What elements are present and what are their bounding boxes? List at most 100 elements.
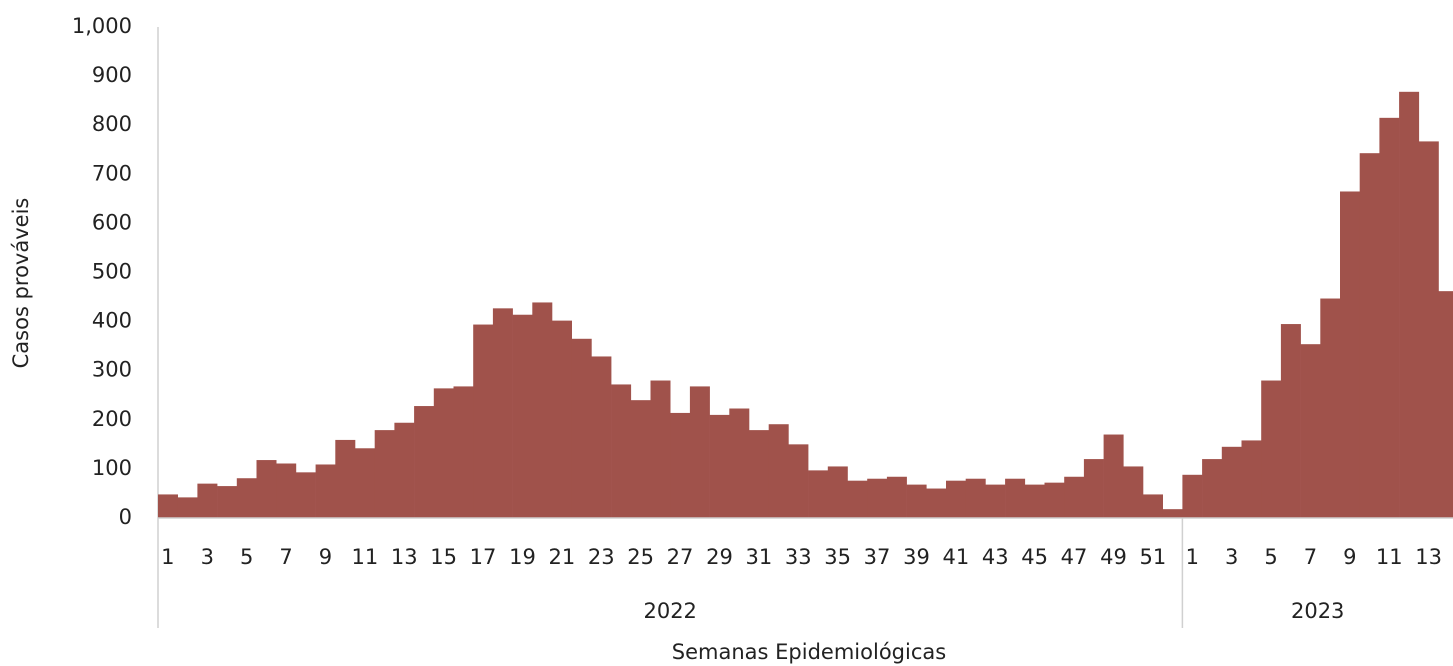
- y-tick-label: 0: [119, 505, 132, 529]
- bar: [1103, 434, 1124, 518]
- bar: [315, 464, 336, 518]
- bar: [630, 400, 651, 518]
- x-tick-label: 17: [470, 545, 497, 569]
- x-tick-label: 41: [942, 545, 969, 569]
- y-tick-label: 700: [92, 161, 132, 185]
- x-tick-label: 11: [351, 545, 378, 569]
- bar: [926, 488, 947, 518]
- bar: [1379, 117, 1400, 519]
- x-tick-label: 3: [201, 545, 214, 569]
- x-tick-label: 29: [706, 545, 733, 569]
- y-tick-label: 800: [92, 112, 132, 136]
- x-tick-label: 21: [548, 545, 575, 569]
- x-tick-label: 7: [279, 545, 292, 569]
- bar: [1221, 446, 1242, 518]
- x-tick-label: 5: [240, 545, 253, 569]
- bar: [847, 480, 868, 518]
- bar: [1340, 191, 1360, 519]
- y-tick-label: 1,000: [72, 14, 132, 38]
- bar: [886, 476, 907, 518]
- x-tick-label: 23: [588, 545, 615, 569]
- bar: [1202, 459, 1223, 518]
- bar: [1359, 153, 1380, 518]
- bar: [1182, 474, 1203, 518]
- x-tick-label: 45: [1021, 545, 1048, 569]
- y-tick-label: 100: [92, 456, 132, 480]
- bar: [355, 448, 375, 518]
- x-tick-label: 39: [903, 545, 930, 569]
- bar: [276, 463, 297, 518]
- bar: [1300, 344, 1321, 518]
- x-tick-label: 9: [319, 545, 332, 569]
- bar: [177, 497, 198, 518]
- x-tick-label: 27: [667, 545, 694, 569]
- x-tick-label: 47: [1061, 545, 1088, 569]
- x-tick-label: 33: [785, 545, 812, 569]
- x-tick-label: 1: [1186, 545, 1199, 569]
- x-tick-label: 51: [1139, 545, 1166, 569]
- bar: [1399, 91, 1420, 518]
- bar: [453, 386, 474, 518]
- bar: [394, 422, 415, 518]
- group-label: 2022: [643, 599, 696, 623]
- bar: [158, 494, 178, 518]
- bar: [650, 380, 671, 518]
- bar: [1241, 440, 1262, 518]
- bar: [1083, 459, 1104, 518]
- y-axis-title: Casos prováveis: [9, 198, 33, 369]
- bar: [552, 320, 572, 518]
- bar: [867, 478, 888, 518]
- bar: [571, 338, 592, 518]
- bar: [217, 486, 238, 518]
- bar: [1320, 298, 1341, 518]
- bar: [808, 470, 829, 518]
- x-tick-label: 37: [864, 545, 891, 569]
- x-tick-label: 3: [1225, 545, 1238, 569]
- x-tick-label: 7: [1304, 545, 1317, 569]
- bar: [295, 472, 316, 518]
- bar: [729, 408, 750, 518]
- x-tick-label: 13: [1415, 545, 1442, 569]
- y-tick-label: 300: [92, 358, 132, 382]
- group-label: 2023: [1291, 599, 1344, 623]
- bar: [197, 483, 218, 518]
- bar: [709, 414, 730, 518]
- bar: [1123, 466, 1144, 518]
- bar: [236, 478, 257, 518]
- x-axis-title: Semanas Epidemiológicas: [672, 640, 946, 664]
- bar: [749, 430, 769, 518]
- bar: [906, 484, 927, 518]
- bar: [1024, 484, 1045, 518]
- x-tick-label: 9: [1343, 545, 1356, 569]
- bar: [512, 314, 533, 518]
- bar: [1438, 291, 1453, 518]
- y-tick-label: 500: [92, 260, 132, 284]
- x-tick-label: 11: [1376, 545, 1403, 569]
- bar: [768, 424, 789, 518]
- x-tick-label: 13: [391, 545, 418, 569]
- bar: [1044, 482, 1065, 518]
- bar: [433, 388, 454, 518]
- bar: [689, 386, 710, 518]
- bar: [946, 480, 966, 518]
- x-tick-label: 19: [509, 545, 536, 569]
- y-tick-label: 400: [92, 309, 132, 333]
- bar: [788, 444, 809, 518]
- x-tick-label: 1: [161, 545, 174, 569]
- bar: [1261, 380, 1282, 518]
- bar: [335, 439, 356, 518]
- y-tick-label: 200: [92, 407, 132, 431]
- bar: [985, 484, 1006, 518]
- x-tick-label: 5: [1264, 545, 1277, 569]
- bar: [532, 302, 553, 518]
- bar: [611, 384, 632, 518]
- bar: [1064, 476, 1085, 518]
- y-tick-label: 600: [92, 210, 132, 234]
- bar: [374, 430, 395, 518]
- bar: [965, 478, 986, 518]
- bar: [1280, 324, 1301, 518]
- bar: [256, 460, 277, 518]
- bar: [1162, 509, 1183, 518]
- x-tick-label: 15: [430, 545, 457, 569]
